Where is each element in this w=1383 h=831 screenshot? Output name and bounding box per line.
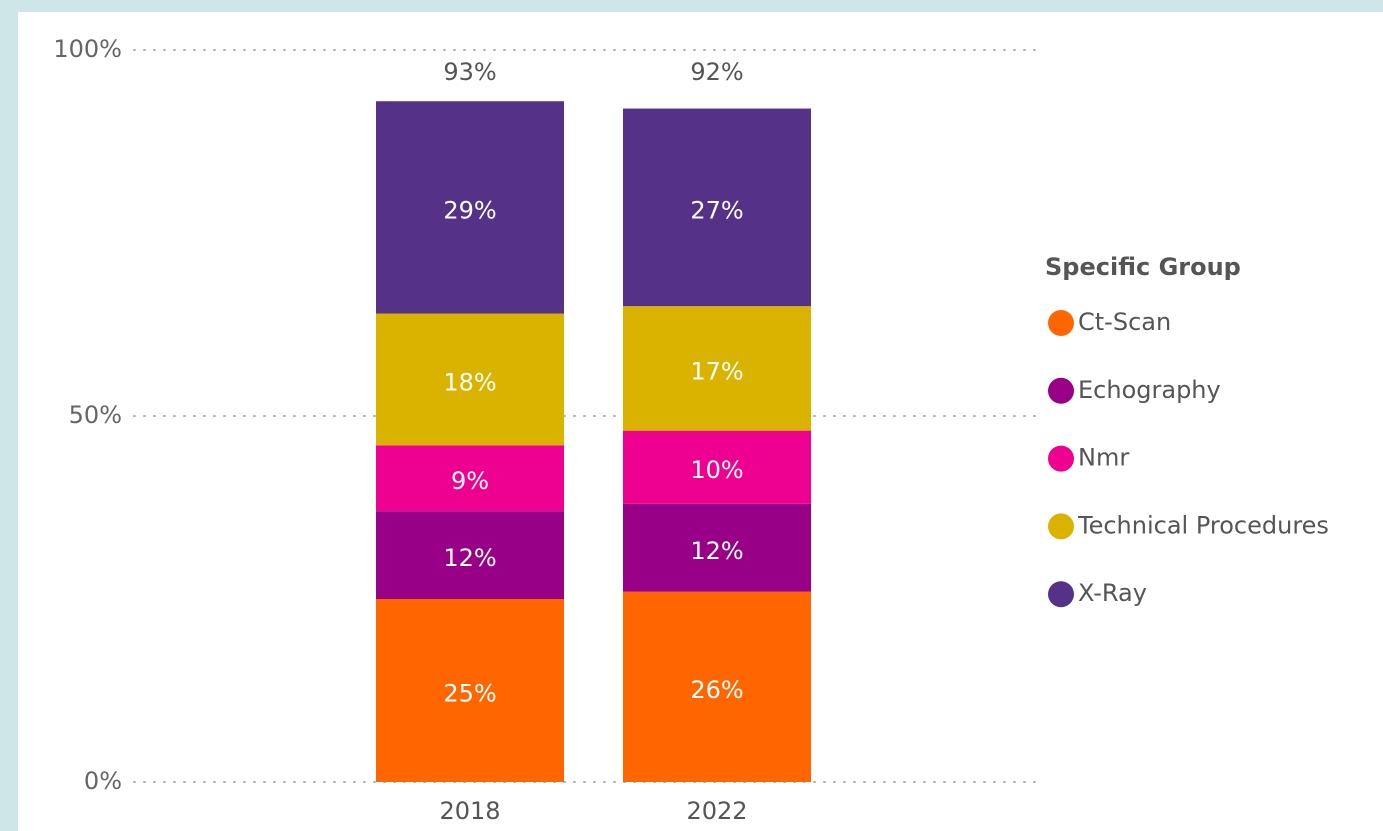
legend-swatch (1048, 513, 1074, 540)
bar-segment (376, 445, 564, 512)
bar-segment (376, 511, 564, 599)
value-label: 18% (443, 368, 496, 396)
legend-label: X-Ray (1078, 579, 1147, 607)
value-label: 12% (443, 544, 496, 572)
legend-label: Technical Procedures (1077, 511, 1329, 539)
top-border (0, 0, 1383, 12)
value-label: 27% (690, 196, 743, 224)
value-label: 25% (443, 680, 496, 708)
value-label: 17% (690, 357, 743, 385)
x-tick-label: 2022 (686, 797, 747, 825)
x-tick-label: 2018 (439, 797, 500, 825)
total-label: 93% (443, 58, 496, 86)
bar-segment (623, 591, 811, 782)
legend-swatch (1048, 377, 1074, 404)
bar-segment (623, 306, 811, 431)
y-tick-label: 50% (69, 401, 122, 429)
value-label: 12% (690, 537, 743, 565)
legend-swatch (1048, 445, 1074, 472)
legend-label: Nmr (1078, 444, 1129, 472)
value-label: 29% (443, 196, 496, 224)
legend-label: Ct-Scan (1078, 308, 1171, 336)
value-label: 9% (451, 467, 489, 495)
legend-swatch (1048, 581, 1074, 608)
bar-segment (623, 108, 811, 307)
bar-segment (376, 313, 564, 446)
bar-segment (623, 503, 811, 592)
y-tick-label: 100% (53, 35, 122, 63)
value-label: 10% (690, 456, 743, 484)
legend-swatch (1048, 310, 1074, 336)
legend-title: Specific Group (1045, 253, 1241, 281)
legend-label: Echography (1078, 376, 1221, 404)
value-label: 26% (690, 676, 743, 704)
y-tick-label: 0% (84, 767, 122, 795)
total-label: 92% (690, 58, 743, 86)
bar-segment (376, 101, 564, 314)
left-border (0, 0, 18, 831)
bar-segment (376, 599, 564, 782)
bar-segment (623, 430, 811, 504)
